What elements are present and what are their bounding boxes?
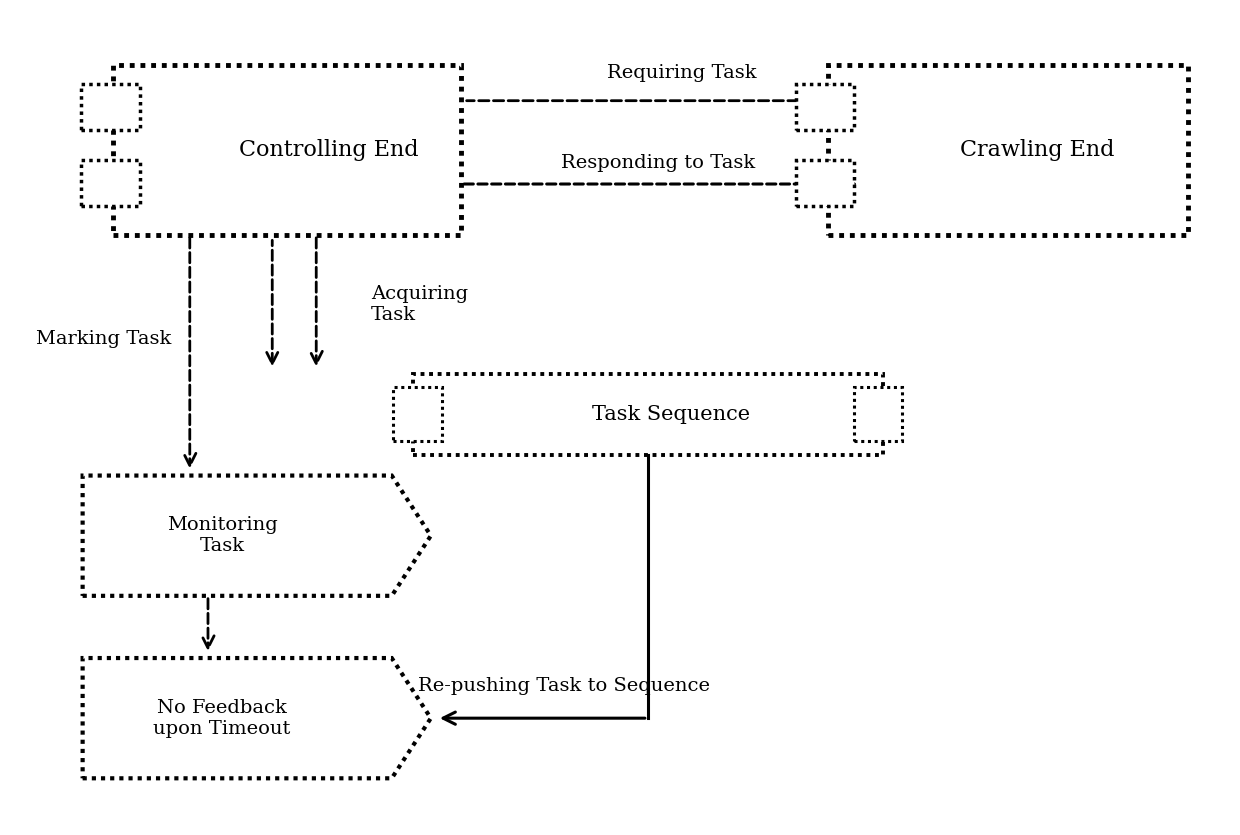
Polygon shape [83,476,430,596]
Bar [393,387,441,441]
Bar [853,387,903,441]
Polygon shape [83,658,430,778]
Bar [113,65,461,235]
Text: Monitoring
Task: Monitoring Task [166,516,278,555]
Bar [413,373,883,455]
Bar [828,65,1188,235]
Bar [81,84,140,129]
Text: Responding to Task: Responding to Task [560,154,755,171]
Text: Marking Task: Marking Task [36,330,171,347]
Text: Crawling End: Crawling End [960,139,1115,161]
Text: Task Sequence: Task Sequence [593,405,750,423]
Text: Re-pushing Task to Sequence: Re-pushing Task to Sequence [418,677,709,695]
Text: Controlling End: Controlling End [239,139,419,161]
Text: No Feedback
upon Timeout: No Feedback upon Timeout [154,699,290,737]
Bar [796,160,854,206]
Text: Requiring Task: Requiring Task [608,64,758,83]
Text: Acquiring
Task: Acquiring Task [371,285,469,324]
Bar [81,160,140,206]
Bar [796,84,854,129]
